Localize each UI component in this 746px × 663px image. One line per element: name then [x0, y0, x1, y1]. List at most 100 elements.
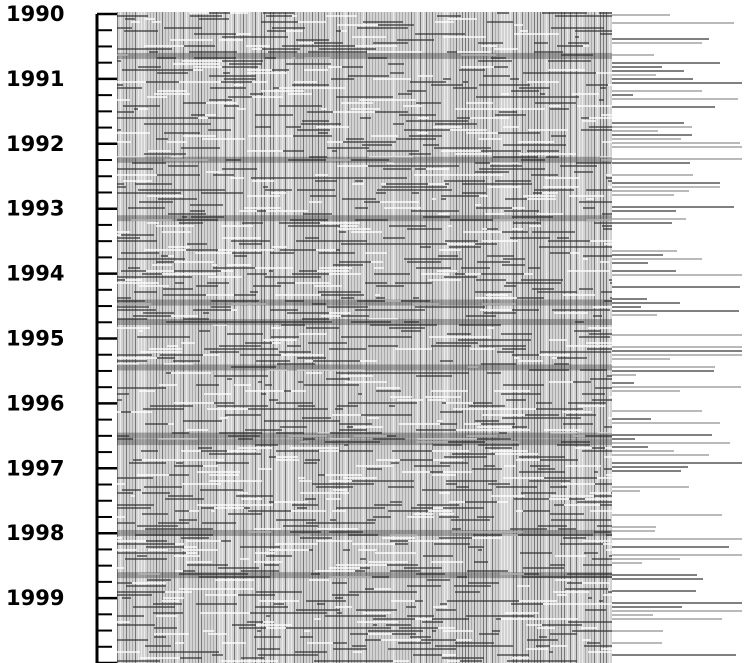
texture-speckle: [575, 321, 584, 323]
texture-speckle: [236, 495, 260, 497]
texture-edge-streak: [612, 106, 715, 108]
texture-speckle: [117, 297, 131, 299]
texture-speckle: [413, 648, 456, 650]
texture-speckle: [157, 90, 171, 92]
texture-speckle: [475, 204, 481, 206]
texture-speckle: [212, 654, 223, 656]
texture-speckle: [205, 528, 213, 530]
texture-speckle: [497, 501, 508, 503]
texture-speckle: [135, 183, 172, 185]
texture-speckle: [495, 180, 531, 182]
texture-streak: [426, 12, 427, 663]
texture-speckle: [168, 276, 192, 278]
texture-speckle: [320, 360, 360, 362]
texture-speckle: [304, 408, 328, 410]
texture-speckle: [319, 267, 352, 269]
texture-speckle: [196, 384, 219, 386]
texture-speckle: [137, 555, 147, 557]
texture-speckle: [519, 477, 544, 479]
texture-speckle: [605, 447, 612, 449]
texture-speckle: [477, 261, 510, 263]
texture-speckle: [527, 198, 556, 200]
texture-speckle: [417, 132, 428, 134]
texture-speckle: [138, 189, 161, 191]
texture-streak: [126, 12, 127, 663]
texture-speckle: [542, 12, 548, 14]
texture-speckle: [266, 627, 286, 629]
texture-speckle: [196, 603, 237, 605]
texture-speckle: [187, 315, 198, 317]
texture-speckle: [176, 462, 183, 464]
texture-speckle: [184, 546, 197, 548]
texture-speckle: [422, 489, 460, 491]
texture-speckle: [569, 519, 611, 521]
texture-speckle: [604, 468, 612, 470]
texture-speckle: [136, 48, 172, 50]
texture-speckle: [526, 156, 538, 158]
texture-speckle: [278, 654, 293, 656]
texture-speckle: [287, 345, 301, 347]
y-tick-label: 1996: [6, 391, 64, 415]
texture-speckle: [288, 435, 327, 437]
texture-speckle: [368, 345, 398, 347]
texture-speckle: [222, 237, 261, 239]
texture-speckle: [544, 471, 565, 473]
texture-speckle: [186, 561, 212, 563]
texture-speckle: [592, 399, 612, 401]
texture-speckle: [117, 303, 141, 305]
texture-speckle: [271, 336, 299, 338]
texture-speckle: [261, 90, 304, 92]
texture-speckle: [412, 192, 419, 194]
texture-speckle: [407, 261, 441, 263]
texture-speckle: [595, 483, 612, 485]
texture-speckle: [275, 543, 318, 545]
texture-speckle: [495, 114, 526, 116]
texture-speckle: [219, 432, 262, 434]
texture-speckle: [336, 30, 341, 32]
texture-speckle: [581, 117, 589, 119]
texture-speckle: [375, 111, 408, 113]
texture-speckle: [246, 45, 270, 47]
texture-speckle: [337, 405, 358, 407]
texture-edge-streak: [612, 442, 730, 444]
texture-speckle: [451, 519, 490, 521]
texture-speckle: [353, 426, 383, 428]
texture-speckle: [211, 306, 231, 308]
texture-speckle: [138, 108, 148, 110]
texture-speckle: [474, 561, 488, 563]
texture-speckle: [512, 657, 529, 659]
texture-speckle: [389, 225, 399, 227]
texture-speckle: [563, 537, 586, 539]
texture-speckle: [209, 75, 217, 77]
texture-edge-streak: [612, 358, 670, 360]
texture-speckle: [553, 591, 589, 593]
texture-speckle: [156, 225, 194, 227]
texture-speckle: [194, 57, 236, 59]
texture-speckle: [429, 375, 438, 377]
texture-speckle: [173, 360, 200, 362]
texture-speckle: [447, 600, 489, 602]
texture-speckle: [580, 27, 604, 29]
texture-speckle: [588, 651, 612, 653]
texture-speckle: [117, 399, 122, 401]
texture-speckle: [459, 342, 478, 344]
texture-speckle: [117, 240, 130, 242]
texture-speckle: [117, 234, 121, 236]
texture-speckle: [428, 399, 446, 401]
texture-speckle: [376, 297, 385, 299]
texture-speckle: [135, 534, 174, 536]
texture-speckle: [504, 465, 516, 467]
texture-speckle: [463, 81, 468, 83]
texture-speckle: [530, 465, 550, 467]
texture-speckle: [521, 492, 556, 494]
texture-speckle: [371, 261, 383, 263]
texture-speckle: [145, 276, 168, 278]
texture-speckle: [478, 444, 519, 446]
texture-speckle: [583, 255, 612, 257]
texture-speckle: [537, 291, 546, 293]
texture-speckle: [117, 357, 157, 359]
texture-speckle: [546, 291, 577, 293]
texture-speckle: [470, 453, 495, 455]
texture-speckle: [510, 237, 542, 239]
texture-speckle: [207, 408, 248, 410]
